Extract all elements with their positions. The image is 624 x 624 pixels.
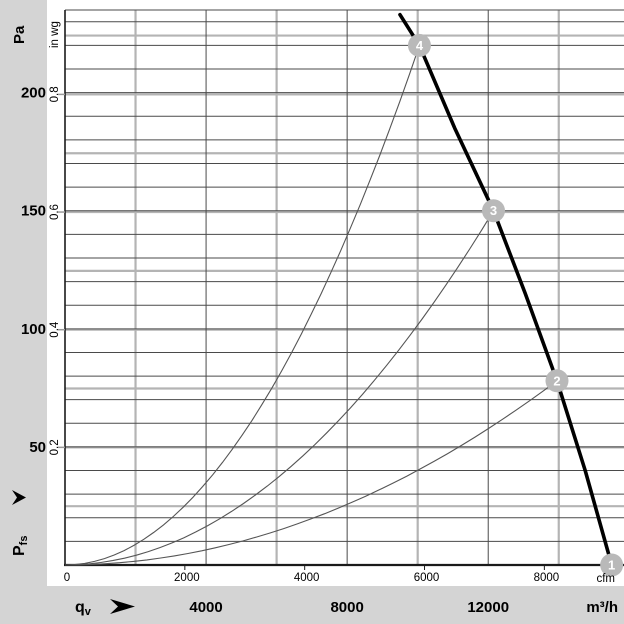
pfs-subscript: fs (18, 536, 30, 546)
operating-point-2 (545, 369, 569, 393)
operating-point-4 (407, 33, 431, 57)
fan-curve (398, 12, 614, 567)
x-tick-label-m3h-8000: 8000 (330, 599, 363, 616)
qv-symbol: q (75, 599, 85, 616)
y-tick-label-pa-200: 200 (21, 85, 46, 102)
system-curve-2 (64, 380, 558, 566)
inwg-unit-label: in wg (49, 21, 61, 48)
qv-arrow-icon (110, 599, 135, 614)
x-tick-label-m3h-12000: 12000 (467, 599, 509, 616)
x-tick-label-cfm-2000: 2000 (174, 572, 200, 584)
y-tick-label-pa-150: 150 (21, 203, 46, 220)
y-tick-label-inwg-0.4: 0.4 (49, 321, 61, 338)
qv-axis-title: qv (75, 599, 92, 618)
chart-plot-area: 50 100 150 200 0.2 0.4 0.6 0.8 0 2000 4000 6000 8000… (21, 9, 624, 616)
pfs-axis-title: Pfs (11, 536, 30, 556)
cfm-unit-label: cfm (596, 573, 615, 585)
y-tick-label-inwg-0.2: 0.2 (49, 439, 61, 455)
left-axis-band (0, 0, 47, 624)
bottom-axis-band (0, 586, 624, 624)
pfs-symbol: P (11, 545, 28, 556)
y-tick-label-pa-50: 50 (29, 439, 46, 456)
system-curve-4 (64, 45, 420, 566)
y-tick-label-pa-100: 100 (21, 321, 46, 338)
x-tick-label-cfm-0: 0 (64, 572, 70, 584)
operating-point-label-2: 2 (553, 373, 560, 388)
operating-point-1 (600, 553, 624, 577)
operating-point-label-3: 3 (490, 203, 497, 218)
qv-subscript: v (85, 606, 92, 618)
x-tick-label-cfm-6000: 6000 (414, 572, 440, 584)
pfs-arrow-icon (12, 490, 26, 505)
x-tick-label-cfm-8000: 8000 (534, 572, 560, 584)
operating-point-label-1: 1 (608, 558, 615, 573)
m3h-unit-label: m³/h (586, 599, 618, 616)
pa-unit-label: Pa (11, 25, 28, 44)
system-curve-3 (64, 210, 494, 566)
operating-point-3 (482, 199, 506, 223)
x-tick-label-m3h-4000: 4000 (189, 599, 222, 616)
x-tick-label-cfm-4000: 4000 (294, 572, 320, 584)
y-tick-label-inwg-0.6: 0.6 (49, 204, 61, 220)
plot-background (65, 10, 624, 565)
y-tick-label-inwg-0.8: 0.8 (49, 86, 61, 102)
operating-point-label-4: 4 (416, 38, 424, 53)
